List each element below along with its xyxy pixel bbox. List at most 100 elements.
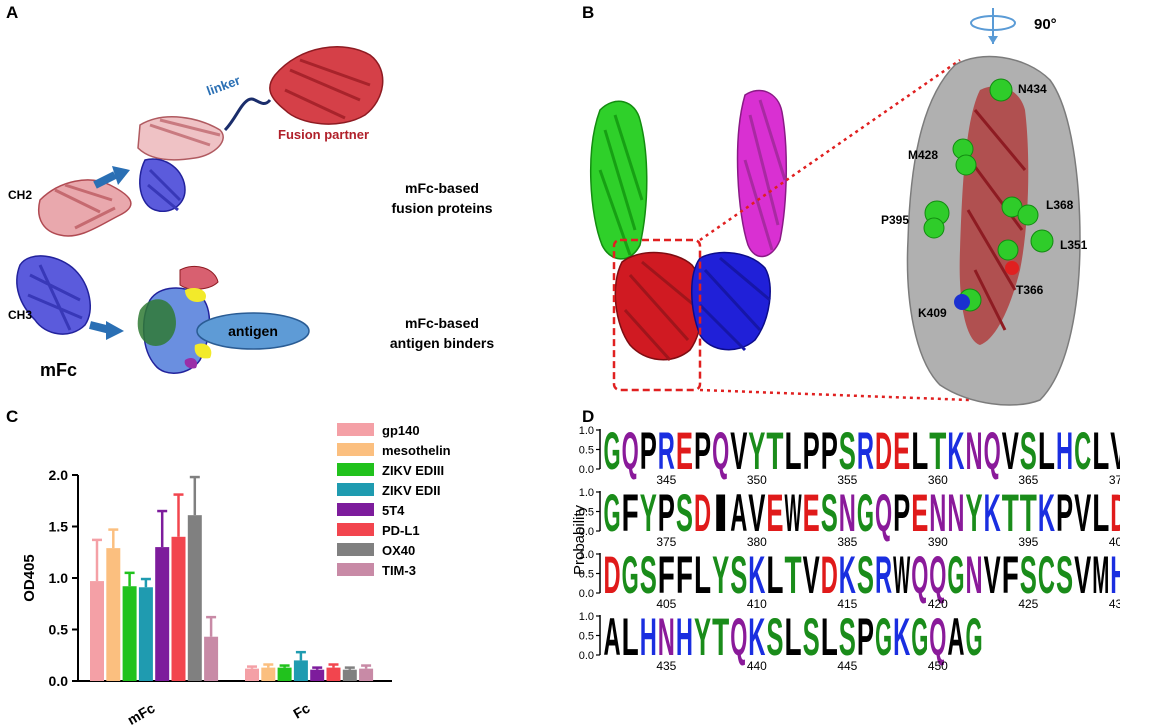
logo-letter: P	[857, 610, 874, 667]
logo-letter: N	[966, 424, 983, 481]
logo-position-label: 450	[928, 659, 948, 672]
logo-letter: Q	[622, 424, 639, 481]
logo-letter: G	[622, 548, 639, 605]
logo-position-label: 405	[656, 597, 676, 610]
logo-letter: Y	[966, 486, 983, 543]
logo-letter: Q	[911, 548, 928, 605]
logo-letter: Y	[712, 548, 729, 605]
logo-letter: W	[785, 486, 802, 543]
logo-letter: P	[640, 424, 657, 481]
logo-letter: S	[839, 610, 856, 667]
logo-letter: G	[604, 424, 621, 481]
legend-entry: OX40	[382, 543, 415, 558]
logo-position-label: 400	[1109, 535, 1120, 548]
logo-y-tick-label: 0.5	[579, 631, 594, 643]
logo-letter: H	[676, 610, 693, 667]
logo-letter: V	[1002, 424, 1019, 481]
residue-label: K409	[918, 306, 947, 320]
logo-position-label: 370	[1109, 473, 1120, 486]
y-tick-label: 2.0	[49, 467, 69, 483]
mfc-structure	[16, 179, 132, 335]
logo-letter: Y	[640, 486, 657, 543]
logo-letter: K	[947, 424, 964, 481]
residue-label: M428	[908, 148, 939, 162]
bar	[359, 668, 374, 681]
logo-letter: R	[658, 424, 675, 481]
logo-letter: F	[658, 548, 675, 605]
logo-letter: L	[1038, 424, 1055, 481]
logo-letter: S	[676, 486, 693, 543]
arrow-icon	[93, 171, 117, 189]
legend-swatch	[337, 563, 374, 576]
logo-letter: V	[748, 486, 765, 543]
logo-y-tick-label: 0.0	[579, 588, 594, 600]
legend-swatch	[337, 463, 374, 476]
logo-letter: D	[604, 548, 621, 605]
logo-letter: Y	[694, 610, 711, 667]
logo-position-label: 350	[747, 473, 767, 486]
antigen-binders-caption: mFc-based antigen binders	[372, 313, 512, 353]
logo-letter: I	[712, 486, 729, 543]
bar	[293, 660, 308, 681]
logo-y-tick-label: 0.0	[579, 464, 594, 476]
logo-letter: E	[803, 486, 820, 543]
arrow-icon	[112, 166, 130, 185]
residue-label: L351	[1060, 238, 1088, 252]
logo-letter: T	[1020, 486, 1037, 543]
logo-letter: L	[1092, 424, 1109, 481]
logo-position-label: 385	[837, 535, 857, 548]
logo-position-label: 360	[928, 473, 948, 486]
logo-letter: R	[875, 548, 892, 605]
residue-label: N434	[1018, 82, 1047, 96]
legend-swatch	[337, 523, 374, 536]
logo-letter: S	[1020, 548, 1037, 605]
arrow-icon	[106, 321, 124, 340]
logo-letter: L	[1092, 486, 1109, 543]
logo-position-label: 390	[928, 535, 948, 548]
logo-letter: A	[604, 610, 621, 667]
logo-row: 1.00.50.0GFYPSDIAVEWESNGQPENNYKTTKPVLDS3…	[579, 486, 1120, 548]
logo-letter: F	[1002, 548, 1019, 605]
bar	[90, 581, 104, 681]
bar	[171, 536, 186, 681]
logo-letter: E	[766, 486, 783, 543]
legend-swatch	[337, 483, 374, 496]
legend-swatch	[337, 503, 374, 516]
binders-caption-line2: antigen binders	[389, 335, 495, 351]
logo-letter: T	[929, 424, 946, 481]
logo-letter: P	[893, 486, 910, 543]
logo-letter: G	[857, 486, 874, 543]
logo-letter: N	[947, 486, 964, 543]
fusion-caption-line2: fusion proteins	[391, 200, 493, 216]
bar	[122, 586, 137, 681]
logo-letter: P	[658, 486, 675, 543]
panel-a-illustration	[16, 46, 384, 374]
ch3-label: CH3	[8, 308, 33, 322]
logo-y-tick-label: 1.0	[579, 611, 594, 623]
logo-row: 1.00.50.0DGSFFLYSKLTVDKSRWQQGNVFSCSVMHE4…	[579, 548, 1120, 610]
panel-b-letter: B	[582, 3, 595, 22]
logo-y-tick-label: 0.5	[579, 445, 594, 457]
logo-letter: S	[1056, 548, 1073, 605]
bar	[277, 667, 292, 681]
y-tick-label: 0.5	[49, 622, 69, 638]
logo-letter: G	[875, 610, 892, 667]
logo-letter: V	[1074, 548, 1091, 605]
logo-letter: G	[911, 610, 928, 667]
legend-entry: PD-L1	[382, 523, 420, 538]
surface-view	[906, 55, 1081, 406]
logo-letter: K	[748, 610, 765, 667]
legend-entry: mesothelin	[382, 443, 451, 458]
logo-letter: S	[821, 486, 838, 543]
rotate-icon	[970, 8, 1016, 44]
legend-entry: gp140	[382, 423, 420, 438]
y-axis-label: OD405	[21, 554, 38, 602]
panel-a-letter: A	[6, 3, 19, 22]
logo-letter: S	[803, 610, 820, 667]
logo-letter: E	[893, 424, 910, 481]
logo-position-label: 375	[656, 535, 676, 548]
legend-entry: ZIKV EDIII	[382, 463, 444, 478]
y-tick-label: 1.0	[49, 570, 69, 586]
bar	[155, 547, 170, 681]
logo-letter: T	[785, 548, 802, 605]
